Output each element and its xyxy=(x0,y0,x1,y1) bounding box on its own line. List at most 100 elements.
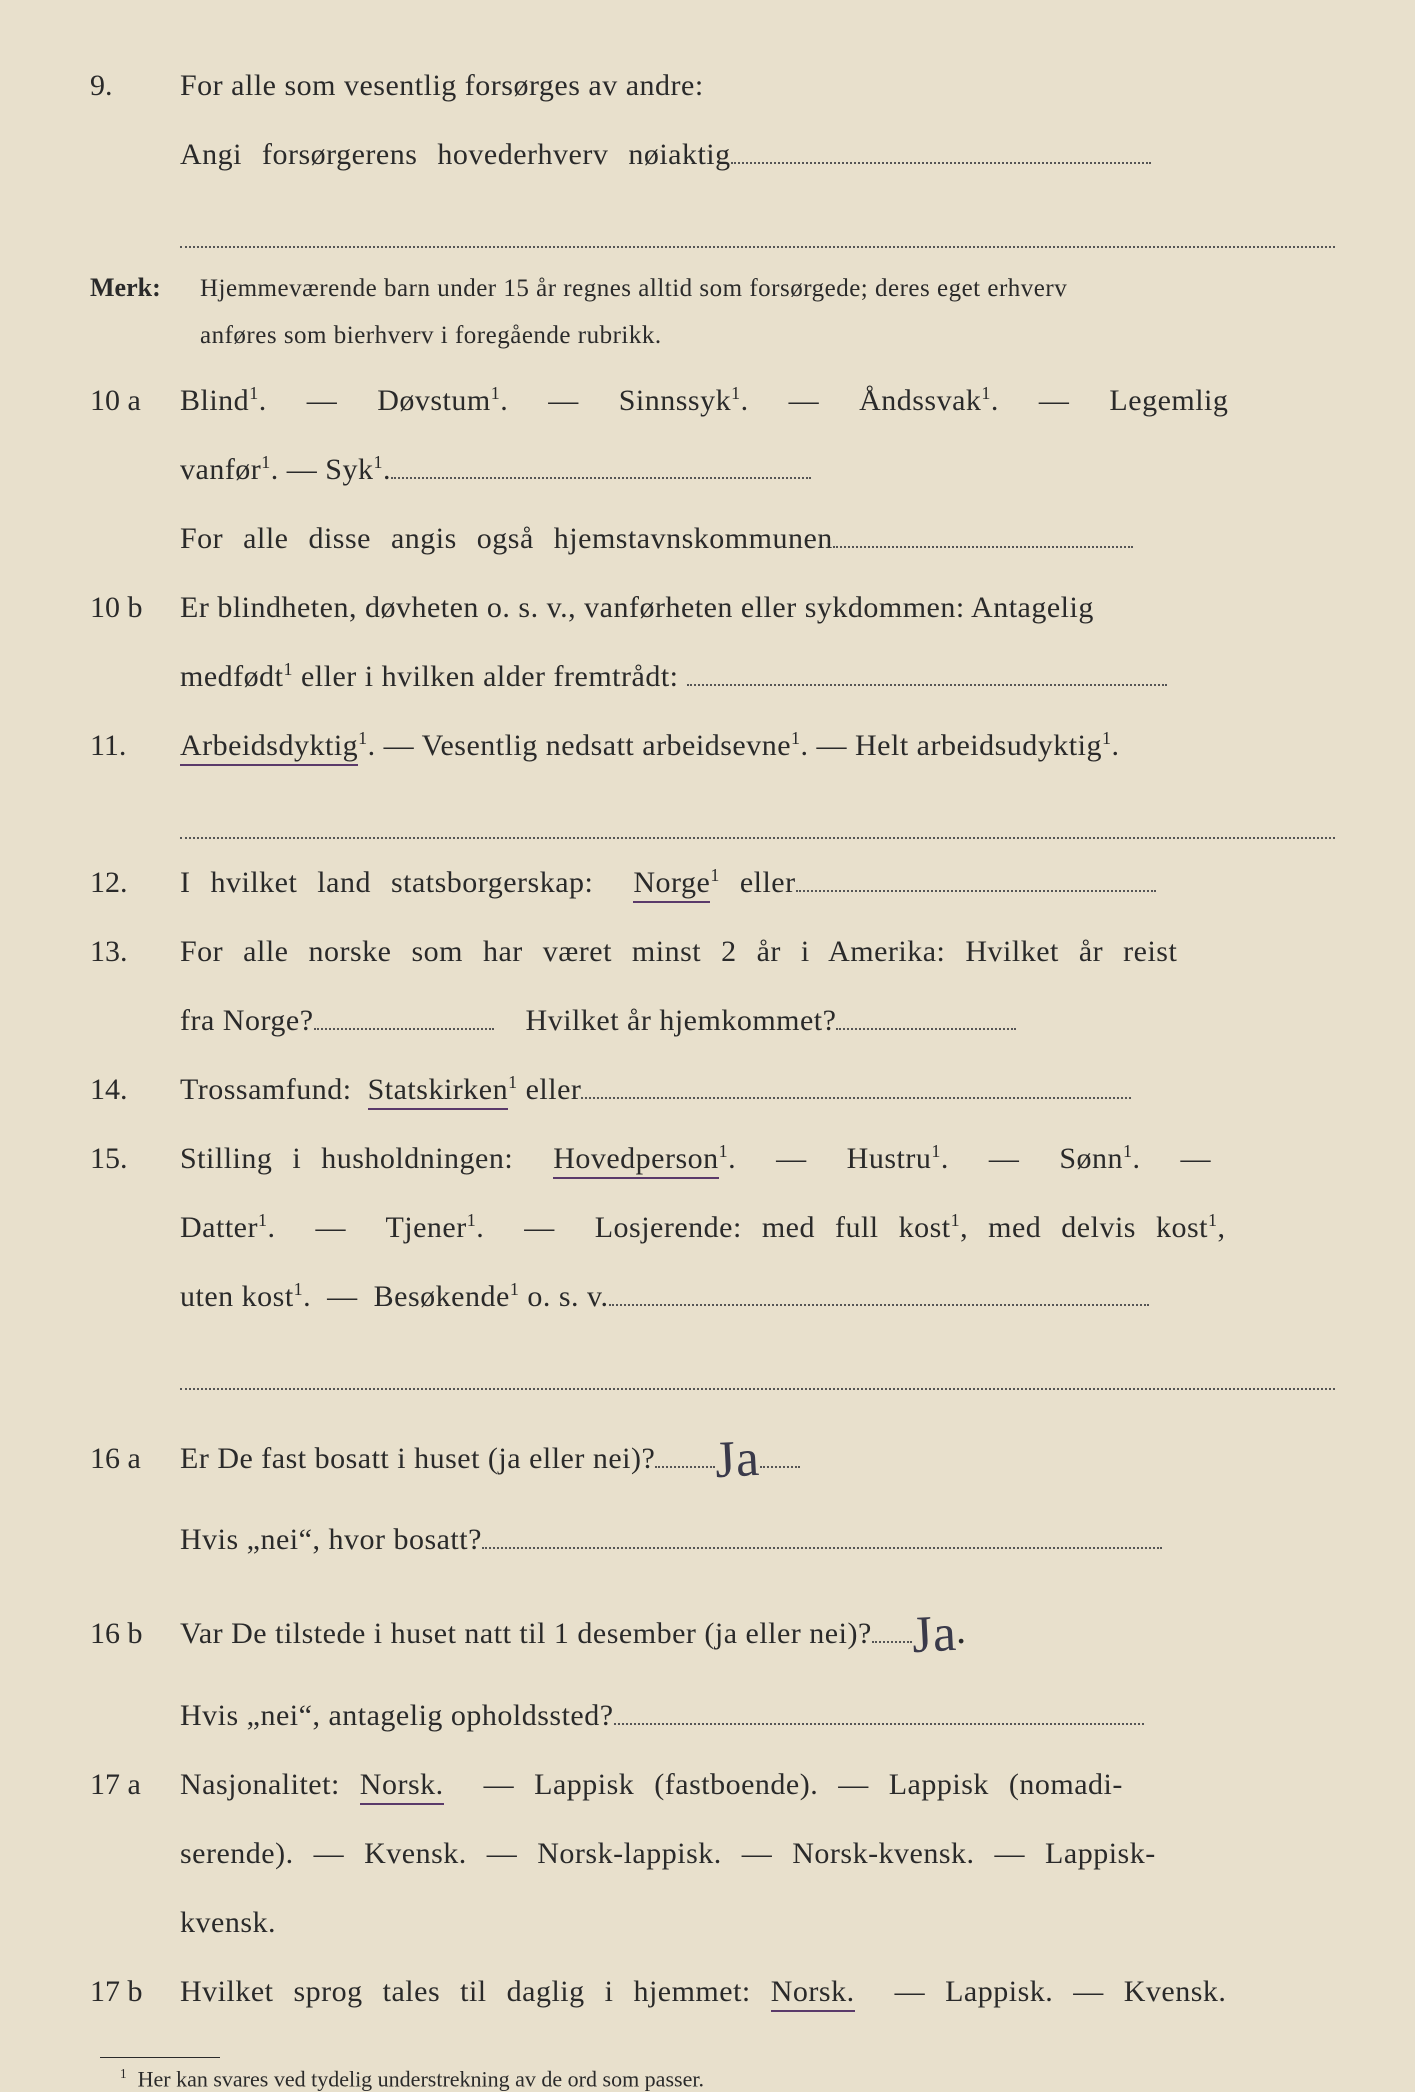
question-15: 15. Stilling i husholdningen: Hovedperso… xyxy=(80,1133,1335,1184)
footnote-rule xyxy=(100,2057,220,2058)
fill-line xyxy=(833,546,1133,548)
q17a-text: Nasjonalitet: xyxy=(180,1768,340,1801)
q16b-answer: Ja xyxy=(909,1590,958,1681)
fill-line xyxy=(482,1547,1162,1549)
question-11: 11. Arbeidsdyktig1. — Vesentlig nedsatt … xyxy=(80,720,1335,771)
q16b-line1: Var De tilstede i huset natt til 1 desem… xyxy=(180,1617,872,1650)
q16a-number: 16 a xyxy=(80,1433,180,1484)
merk-label: Merk: xyxy=(80,266,200,310)
fill-line xyxy=(687,684,1167,686)
fill-line xyxy=(731,162,1151,164)
q9-blank-line xyxy=(80,198,1335,248)
question-9-line2: Angi forsørgerens hovederhverv nøiaktig xyxy=(80,129,1335,180)
q14-number: 14. xyxy=(80,1064,180,1115)
opt-norsk: Norsk. xyxy=(360,1768,444,1805)
fill-line xyxy=(836,1028,1016,1030)
opt-datter: Datter xyxy=(180,1211,258,1244)
opt-blind: Blind xyxy=(180,384,249,417)
fill-line xyxy=(180,789,1335,839)
q10a-line3: For alle disse angis også hjemstavnskomm… xyxy=(180,522,833,555)
q15-osv: o. s. v. xyxy=(527,1280,608,1313)
q10b-medfodt: medfødt xyxy=(180,660,283,693)
q17b-rest: — Lappisk. — Kvensk. xyxy=(895,1975,1227,2008)
q15-number: 15. xyxy=(80,1133,180,1184)
q13-fra: fra Norge? xyxy=(180,1004,314,1037)
opt-hustru: Hustru xyxy=(847,1142,932,1175)
q15-text: Stilling i husholdningen: xyxy=(180,1142,513,1175)
q17a-number: 17 a xyxy=(80,1759,180,1810)
q10b-line2b: eller i hvilken alder fremtrådt: xyxy=(293,660,679,693)
question-9: 9. For alle som vesentlig forsørges av a… xyxy=(80,60,1335,111)
q11-blank-line xyxy=(80,789,1335,839)
opt-hovedperson: Hovedperson xyxy=(553,1142,718,1179)
question-10b: 10 b Er blindheten, døvheten o. s. v., v… xyxy=(80,582,1335,633)
question-17a-line2: serende). — Kvensk. — Norsk-lappisk. — N… xyxy=(80,1828,1335,1879)
opt-arbeidsdyktig: Arbeidsdyktig xyxy=(180,729,358,766)
opt-sinnssyk: Sinnssyk xyxy=(619,384,731,417)
opt-besokende: Besøkende xyxy=(374,1280,510,1313)
opt-tjener: Tjener xyxy=(385,1211,466,1244)
q16b-line2: Hvis „nei“, antagelig opholdssted? xyxy=(180,1699,614,1732)
fill-line xyxy=(609,1304,1149,1306)
question-16b-line2: Hvis „nei“, antagelig opholdssted? xyxy=(80,1690,1335,1741)
q10a-number: 10 a xyxy=(80,375,180,426)
fill-line xyxy=(581,1097,1131,1099)
merk-text1: Hjemmeværende barn under 15 år regnes al… xyxy=(200,275,1067,302)
fill-line xyxy=(614,1723,1144,1725)
note-merk-line2: anføres som bierhverv i foregående rubri… xyxy=(80,315,1335,358)
q9-number: 9. xyxy=(80,60,180,111)
q12-text: I hvilket land statsborgerskap: xyxy=(180,866,593,899)
question-17b: 17 b Hvilket sprog tales til daglig i hj… xyxy=(80,1966,1335,2017)
question-13: 13. For alle norske som har været minst … xyxy=(80,926,1335,977)
q17a-line2: serende). — Kvensk. — Norsk-lappisk. — N… xyxy=(180,1837,1156,1870)
q14-text: Trossamfund: xyxy=(180,1073,352,1106)
question-10a-line2: vanfør1. — Syk1. xyxy=(80,444,1335,495)
merk-text2: anføres som bierhverv i foregående rubri… xyxy=(200,322,662,349)
q12-number: 12. xyxy=(80,857,180,908)
q10b-number: 10 b xyxy=(80,582,180,633)
opt-delvis: med delvis kost xyxy=(988,1211,1208,1244)
q12-eller: eller xyxy=(740,866,796,899)
question-14: 14. Trossamfund: Statskirken1 eller xyxy=(80,1064,1335,1115)
opt-norsk-lang: Norsk. xyxy=(771,1975,855,2012)
question-10a: 10 a Blind1.—Døvstum1.—Sinnssyk1.—Åndssv… xyxy=(80,375,1335,426)
opt-dovstum: Døvstum xyxy=(377,384,491,417)
opt-statskirken: Statskirken xyxy=(368,1073,509,1110)
fill-line xyxy=(314,1028,494,1030)
question-15-line2: Datter1. — Tjener1. — Losjerende: med fu… xyxy=(80,1202,1335,1253)
question-16a-line2: Hvis „nei“, hvor bosatt? xyxy=(80,1514,1335,1565)
q17b-text: Hvilket sprog tales til daglig i hjemmet… xyxy=(180,1975,751,2008)
question-15-line3: uten kost1. — Besøkende1 o. s. v. xyxy=(80,1271,1335,1322)
question-17a-line3: kvensk. xyxy=(80,1897,1335,1948)
opt-losjerende: Losjerende: med full kost xyxy=(595,1211,951,1244)
footnote-text: Her kan svares ved tydelig understreknin… xyxy=(138,2066,704,2091)
q16a-answer: Ja xyxy=(713,1415,762,1506)
opt-helt: Helt arbeidsudyktig xyxy=(855,729,1102,762)
q15-blank-line xyxy=(80,1340,1335,1390)
q17b-number: 17 b xyxy=(80,1966,180,2017)
q9-line2: Angi forsørgerens hovederhverv nøiaktig xyxy=(180,138,731,171)
footnote: 1 Her kan svares ved tydelig understrekn… xyxy=(80,2066,1335,2092)
q10b-line1: Er blindheten, døvheten o. s. v., vanfør… xyxy=(180,591,1094,624)
opt-syk: Syk xyxy=(325,453,373,486)
q11-number: 11. xyxy=(80,720,180,771)
question-12: 12. I hvilket land statsborgerskap: Norg… xyxy=(80,857,1335,908)
fill-line xyxy=(180,1340,1335,1390)
question-13-line2: fra Norge? Hvilket år hjemkommet? xyxy=(80,995,1335,1046)
q9-content: For alle som vesentlig forsørges av andr… xyxy=(180,60,1335,111)
fill-line xyxy=(760,1466,800,1468)
fill-line xyxy=(180,198,1335,248)
opt-sonn: Sønn xyxy=(1059,1142,1123,1175)
opt-andssvak: Åndssvak xyxy=(859,384,981,417)
fill-line xyxy=(655,1466,715,1468)
q17a-line3: kvensk. xyxy=(180,1906,276,1939)
q13-hjem: Hvilket år hjemkommet? xyxy=(526,1004,837,1037)
q16b-number: 16 b xyxy=(80,1608,180,1659)
note-merk: Merk: Hjemmeværende barn under 15 år reg… xyxy=(80,266,1335,311)
q16a-line1: Er De fast bosatt i huset (ja eller nei)… xyxy=(180,1442,655,1475)
fill-line xyxy=(796,890,1156,892)
question-17a: 17 a Nasjonalitet: Norsk. — Lappisk (fas… xyxy=(80,1759,1335,1810)
opt-norge: Norge xyxy=(633,866,710,903)
q14-eller: eller xyxy=(526,1073,582,1106)
q9-line1: For alle som vesentlig forsørges av andr… xyxy=(180,69,704,102)
